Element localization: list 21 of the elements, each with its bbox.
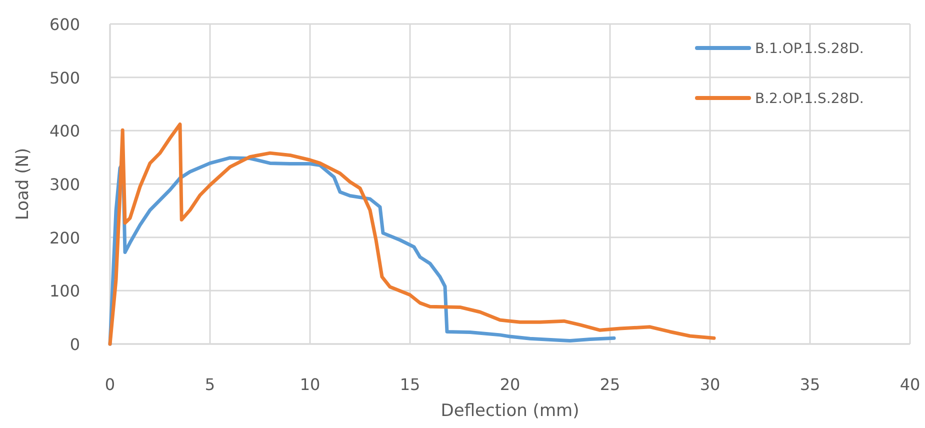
x-tick-label: 0 bbox=[104, 375, 116, 394]
legend-label: B.1.OP.1.S.28D. bbox=[755, 41, 864, 57]
y-tick-label: 200 bbox=[49, 228, 80, 248]
x-tick-label: 10 bbox=[300, 375, 320, 394]
x-tick-label: 40 bbox=[900, 375, 920, 394]
line-series bbox=[108, 122, 716, 346]
x-axis-title: Deflection (mm) bbox=[440, 401, 580, 421]
x-tick-label: 25 bbox=[600, 375, 620, 394]
y-tick-label: 400 bbox=[49, 122, 80, 141]
legend-label: B.2.OP.1.S.28D. bbox=[755, 91, 864, 107]
y-tick-label: 300 bbox=[49, 175, 80, 194]
x-tick-label: 35 bbox=[800, 375, 820, 394]
y-axis-title: Load (N) bbox=[13, 148, 33, 220]
x-tick-label: 20 bbox=[500, 375, 520, 394]
y-tick-label: 600 bbox=[49, 15, 80, 34]
y-tick-label: 0 bbox=[70, 335, 80, 354]
x-tick-label: 5 bbox=[204, 375, 216, 394]
x-tick-label: 15 bbox=[400, 375, 420, 394]
y-tick-label: 100 bbox=[49, 282, 80, 301]
y-tick-label: 500 bbox=[49, 68, 80, 88]
x-tick-label: 30 bbox=[700, 375, 720, 394]
